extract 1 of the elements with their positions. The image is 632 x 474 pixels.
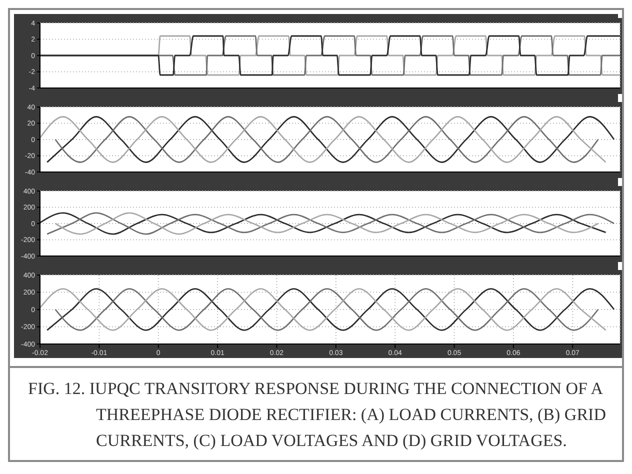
caption: FIG. 12. IUPQC TRANSITORY RESPONSE DURING THE CONNECTION OF A THREEPHASE DIODE RECTIFIER: (A) LOAD CURRENTS, (B) GRID CURRENTS, (C) LOAD VOLTAGES AND (D) GRID VOLTAGES. bbox=[28, 378, 607, 452]
